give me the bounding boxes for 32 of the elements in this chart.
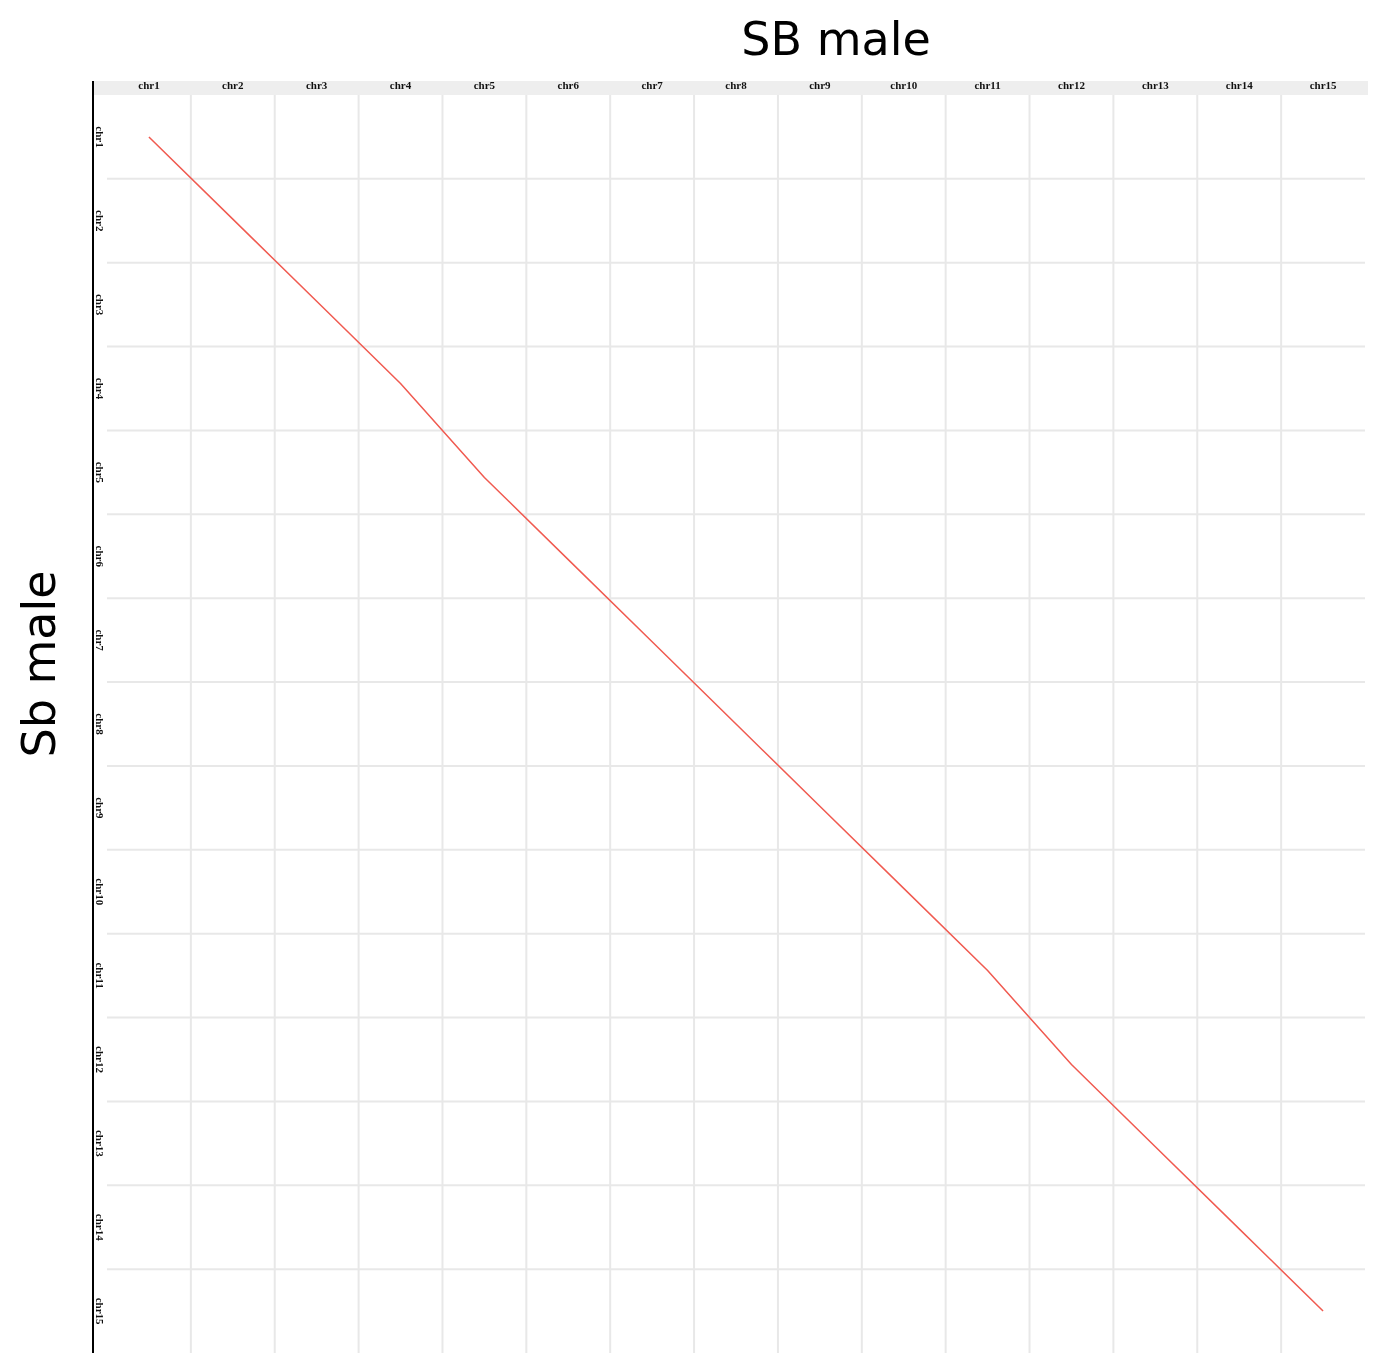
text: chr1 (94, 126, 106, 148)
x-tick-label: chr4 (389, 79, 412, 91)
text: chr7 (94, 629, 106, 652)
x-tick-label: chr7 (641, 79, 664, 91)
text: chr5 (94, 461, 106, 484)
x-tick-label: chr10 (890, 79, 918, 91)
text: chr4 (94, 377, 106, 400)
x-tick-label: chr9 (809, 79, 832, 91)
x-tick-label: chr12 (1058, 79, 1086, 91)
x-tick-label: chr2 (222, 79, 244, 91)
x-tick-label: chr13 (1141, 79, 1170, 91)
text: chr11 (94, 962, 106, 989)
text: chr2 (94, 210, 106, 232)
text: chr13 (94, 1129, 106, 1158)
text: chr8 (94, 713, 106, 736)
text: chr14 (94, 1213, 106, 1242)
x-tick-label: chr1 (138, 79, 160, 91)
y-axis-title: Sb male (12, 570, 66, 758)
x-axis-title: SB male (741, 12, 931, 66)
text: chr6 (94, 545, 106, 568)
text: chr3 (94, 293, 106, 316)
text: chr12 (94, 1046, 106, 1074)
x-tick-label: chr15 (1309, 79, 1337, 91)
x-tick-label: chr5 (473, 79, 496, 91)
x-tick-label: chr8 (725, 79, 748, 91)
x-tick-label: chr6 (557, 79, 580, 91)
x-tick-label: chr3 (305, 79, 328, 91)
text: chr10 (94, 878, 106, 906)
x-tick-label: chr11 (974, 79, 1001, 91)
x-tick-label: chr14 (1225, 79, 1254, 91)
text: chr9 (94, 797, 106, 820)
text: chr15 (94, 1297, 106, 1325)
